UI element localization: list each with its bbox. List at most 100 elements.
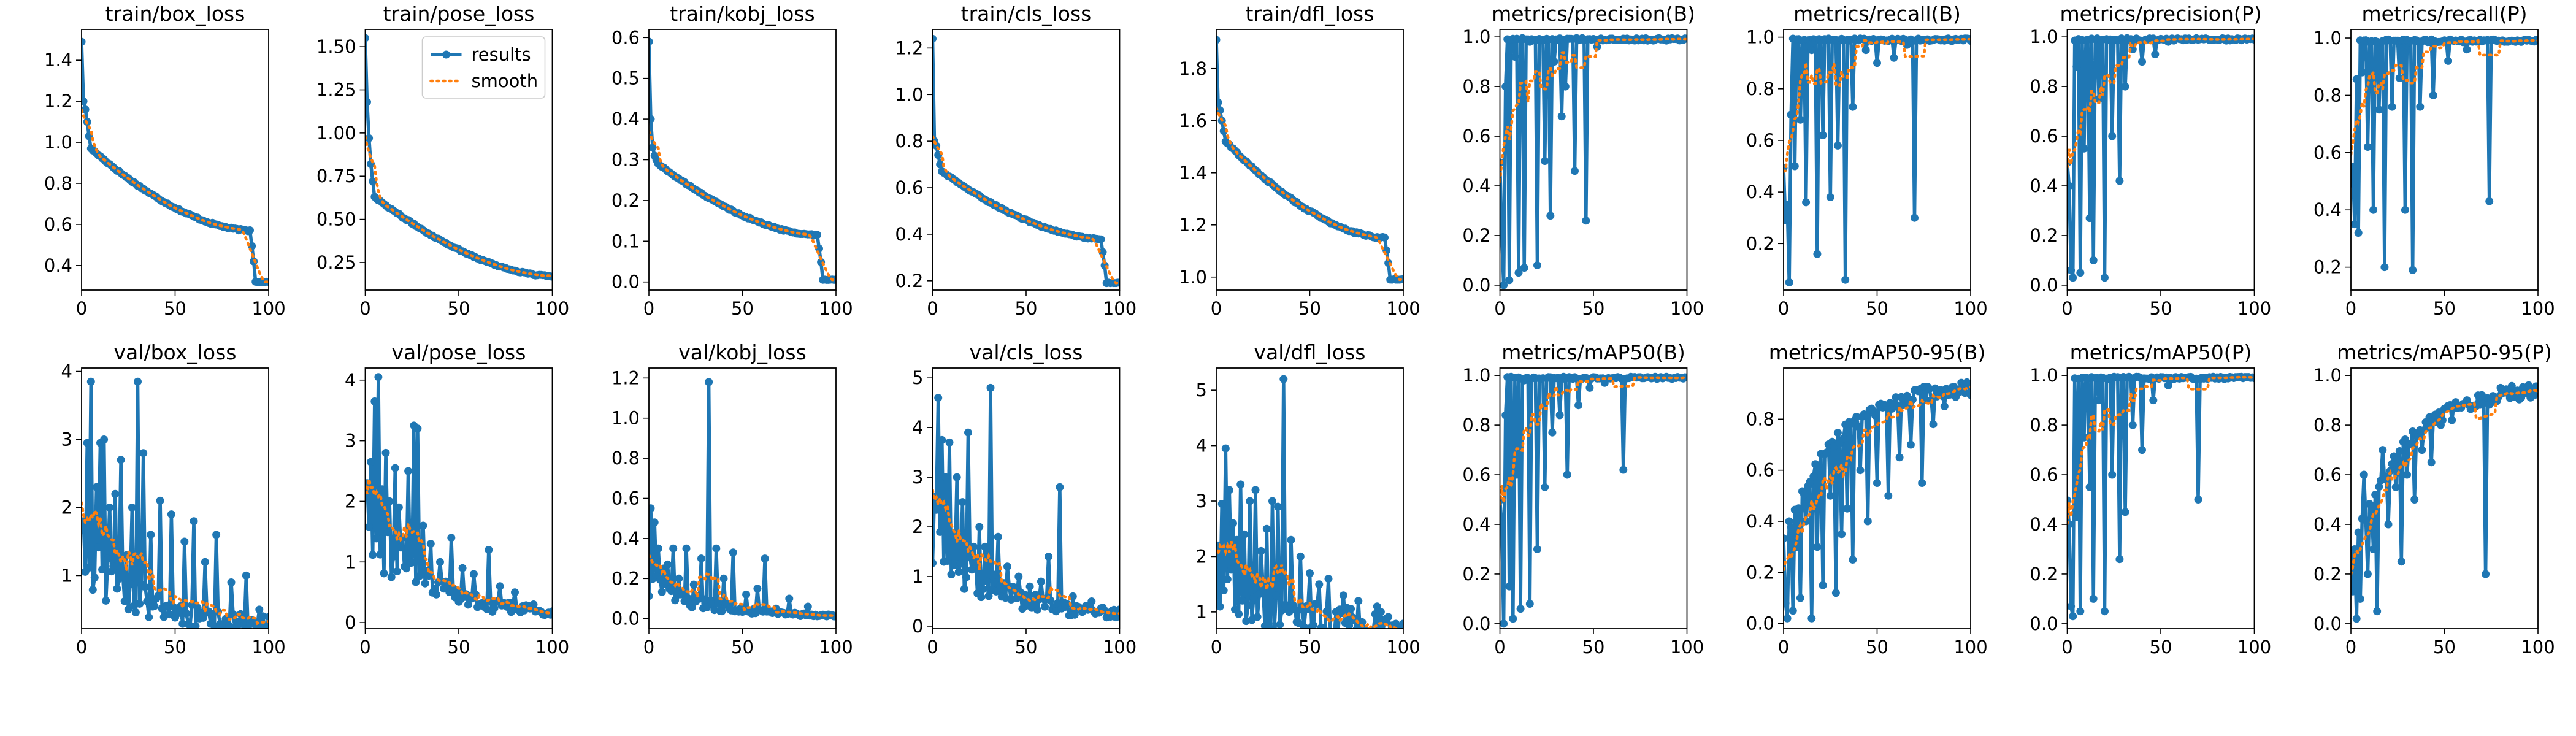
legend-box (421, 36, 546, 99)
data-point (387, 573, 396, 581)
data-point (90, 573, 99, 582)
y-tick-label: 1.4 (1179, 163, 1207, 183)
data-point (697, 554, 705, 563)
data-point (529, 600, 538, 608)
subplot-val-pose-loss: val/pose_loss 0 50 100 0 1 2 3 4 (345, 340, 569, 657)
data-point (1328, 628, 1333, 629)
data-point (98, 565, 107, 574)
data-point (1819, 131, 1827, 139)
y-tick-label: 1.8 (1179, 58, 1207, 79)
data-point (1347, 605, 1355, 613)
plot-frame (2066, 367, 2255, 629)
data-point (113, 585, 121, 593)
results-line (1500, 375, 1687, 626)
data-point (1918, 479, 1926, 487)
data-point (374, 373, 383, 381)
data-point (2164, 381, 2172, 389)
y-tick-label: 0.2 (2313, 564, 2342, 585)
data-point (167, 510, 175, 519)
x-tick-label: 50 (1015, 298, 1038, 319)
y-tick-label: 0.4 (2030, 514, 2058, 535)
data-point (1221, 444, 1230, 453)
y-tick-label: 0.5 (611, 68, 640, 89)
data-point (2444, 56, 2453, 65)
data-point (1833, 429, 1842, 437)
y-tick-label: 1.0 (2313, 28, 2342, 48)
y-tick-label: 0.8 (1462, 415, 1490, 435)
y-tick-label: 0.0 (2313, 613, 2342, 634)
data-point (1381, 233, 1389, 242)
data-point (227, 578, 236, 586)
data-point (1505, 582, 1514, 591)
y-tick-label: 0.25 (316, 252, 356, 273)
data-point (1013, 594, 1021, 602)
data-point (1548, 428, 1557, 437)
data-point (1255, 590, 1263, 599)
y-tick-label: 0.2 (2030, 564, 2058, 585)
data-point (1873, 479, 1881, 487)
data-point (682, 544, 691, 553)
data-point (2388, 102, 2396, 111)
data-point (1784, 534, 1788, 543)
y-tick-label: 0.8 (1746, 408, 1774, 429)
data-point (1500, 231, 1506, 240)
y-tick-label: 0.2 (895, 270, 923, 291)
y-tick-label: 0.2 (2030, 225, 2058, 246)
data-point (1003, 562, 1011, 571)
plot-frame (364, 29, 553, 291)
data-point (408, 558, 416, 567)
results-line (932, 39, 1120, 285)
x-tick-label: 50 (1866, 298, 1888, 319)
data-point (934, 394, 943, 402)
data-point (1811, 460, 1820, 469)
y-tick-label: 1.25 (316, 80, 356, 101)
x-tick-label: 50 (1866, 637, 1888, 657)
data-point (378, 485, 386, 494)
data-point (1294, 619, 1303, 627)
x-tick-label: 0 (1778, 298, 1789, 319)
data-point (1563, 470, 1571, 479)
data-point (370, 397, 379, 405)
plot-frame (2350, 29, 2539, 291)
data-point (1227, 565, 1235, 574)
y-tick-label: 0.8 (611, 448, 640, 469)
data-point (1501, 411, 1510, 420)
data-point (1925, 385, 1934, 393)
x-tick-label: 100 (1103, 298, 1137, 319)
x-tick-label: 50 (1015, 637, 1038, 657)
data-point (255, 605, 264, 614)
y-tick-label: 0.6 (2313, 464, 2342, 485)
data-point (1262, 524, 1271, 533)
data-point (2369, 205, 2378, 214)
data-point (1903, 391, 1911, 400)
data-point (145, 613, 153, 621)
data-point (992, 587, 1000, 596)
data-point (1585, 383, 1594, 392)
data-point (2369, 545, 2378, 553)
data-point (2409, 266, 2417, 274)
data-point (979, 585, 987, 594)
data-point (1070, 610, 1079, 619)
data-point (984, 592, 993, 600)
data-point (712, 544, 721, 553)
data-point (977, 593, 986, 602)
data-point (1358, 618, 1367, 626)
data-point (2534, 36, 2538, 44)
data-point (1839, 434, 1848, 443)
y-tick-label: 1.00 (316, 123, 356, 144)
data-point (1217, 500, 1226, 508)
data-point (832, 612, 836, 621)
subplot-metrics-recall-b-: metrics/recall(B) 0 50 100 0.2 0.4 0.6 0.8 1.0 (1746, 2, 1988, 319)
y-tick-label: 0.0 (1462, 275, 1490, 296)
data-point (1819, 581, 1827, 589)
data-point (394, 503, 403, 512)
data-point (109, 562, 118, 571)
data-point (380, 569, 388, 578)
data-point (1856, 466, 1865, 475)
plot-frame (932, 367, 1121, 629)
x-tick-label: 50 (2433, 637, 2456, 657)
data-point (1861, 46, 1870, 55)
data-point (2410, 496, 2419, 504)
data-point (689, 580, 698, 589)
